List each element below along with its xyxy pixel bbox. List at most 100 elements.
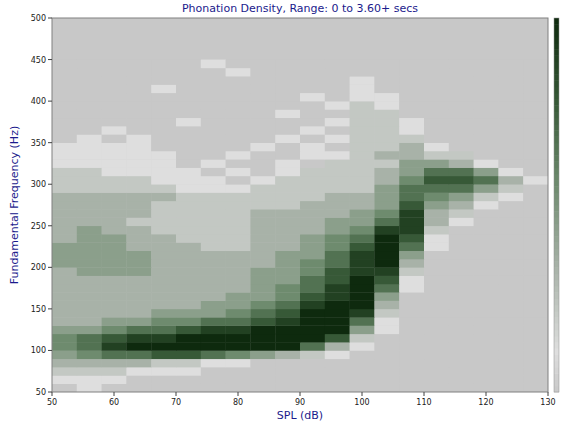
cell — [523, 143, 548, 152]
cell — [350, 184, 375, 193]
cell — [226, 276, 251, 285]
cell — [449, 134, 474, 143]
cell — [300, 234, 325, 243]
cell — [77, 334, 102, 343]
cell — [126, 134, 151, 143]
colorbar-step — [554, 193, 559, 200]
cell — [498, 292, 523, 301]
cell — [300, 242, 325, 251]
cell — [250, 93, 275, 102]
cell — [350, 193, 375, 202]
cell — [126, 193, 151, 202]
cell — [201, 193, 226, 202]
colorbar-step — [554, 217, 559, 224]
cell — [300, 292, 325, 301]
cell — [52, 309, 77, 318]
cell — [250, 292, 275, 301]
cell — [325, 84, 350, 93]
cell — [325, 317, 350, 326]
cell — [300, 301, 325, 310]
cell — [350, 384, 375, 392]
cell — [176, 367, 201, 376]
cell — [374, 217, 399, 226]
cell — [325, 259, 350, 268]
cell — [350, 251, 375, 260]
cell — [226, 267, 251, 276]
cell — [350, 101, 375, 110]
cell — [226, 226, 251, 235]
cell — [424, 284, 449, 293]
cell — [151, 384, 176, 392]
cell — [275, 359, 300, 368]
cell — [102, 168, 127, 177]
cell — [350, 292, 375, 301]
cell — [151, 367, 176, 376]
cell — [176, 284, 201, 293]
cell — [424, 193, 449, 202]
cell — [325, 143, 350, 152]
cell — [350, 334, 375, 343]
cell — [300, 317, 325, 326]
cell — [449, 84, 474, 93]
cell — [275, 251, 300, 260]
cell — [275, 168, 300, 177]
cell — [474, 267, 499, 276]
cell — [474, 101, 499, 110]
cell — [201, 292, 226, 301]
cell — [250, 276, 275, 285]
cell — [300, 93, 325, 102]
cell — [498, 101, 523, 110]
cell — [52, 93, 77, 102]
cell — [77, 143, 102, 152]
cell — [226, 234, 251, 243]
cell — [300, 209, 325, 218]
cell — [151, 234, 176, 243]
cell — [77, 326, 102, 335]
cell — [300, 134, 325, 143]
colorbar-step — [554, 336, 559, 343]
cell — [325, 276, 350, 285]
cell — [151, 101, 176, 110]
cell — [474, 84, 499, 93]
cell — [523, 217, 548, 226]
cell — [126, 292, 151, 301]
cell — [201, 259, 226, 268]
cell — [102, 276, 127, 285]
cell — [523, 292, 548, 301]
colorbar-step — [554, 186, 559, 193]
cell — [374, 350, 399, 359]
cell — [52, 259, 77, 268]
cell — [300, 350, 325, 359]
cell — [52, 101, 77, 110]
cell — [126, 267, 151, 276]
cell — [474, 259, 499, 268]
cell — [201, 284, 226, 293]
cell — [523, 334, 548, 343]
cell — [399, 284, 424, 293]
cell — [350, 326, 375, 335]
cell — [399, 84, 424, 93]
cell — [102, 350, 127, 359]
cell — [424, 109, 449, 118]
colorbar-step — [554, 305, 559, 312]
cell — [498, 226, 523, 235]
cell — [523, 184, 548, 193]
cell — [151, 143, 176, 152]
cell — [226, 193, 251, 202]
cell — [325, 118, 350, 127]
cell — [52, 60, 77, 69]
cell — [350, 176, 375, 185]
cell — [176, 242, 201, 251]
cell — [449, 317, 474, 326]
cell — [52, 217, 77, 226]
cell — [176, 93, 201, 102]
cell — [300, 284, 325, 293]
cell — [226, 326, 251, 335]
cell — [325, 251, 350, 260]
colorbar-step — [554, 37, 559, 44]
cell — [201, 384, 226, 392]
cell — [126, 301, 151, 310]
cell — [226, 126, 251, 135]
cell — [151, 184, 176, 193]
cell — [399, 301, 424, 310]
